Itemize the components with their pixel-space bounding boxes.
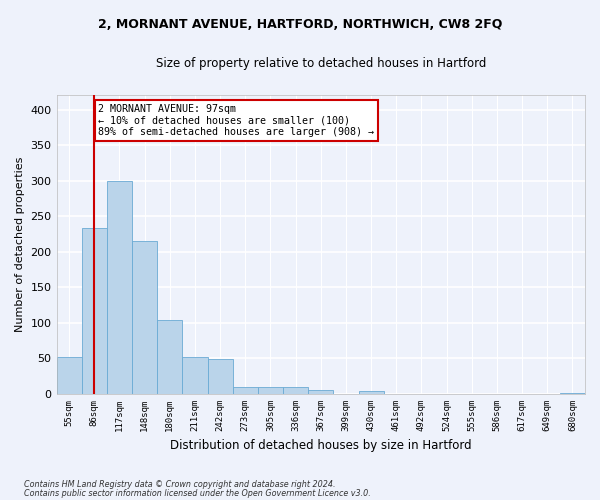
Bar [560, 392, 585, 394]
Text: 2 MORNANT AVENUE: 97sqm
← 10% of detached houses are smaller (100)
89% of semi-d: 2 MORNANT AVENUE: 97sqm ← 10% of detache… [98, 104, 374, 137]
X-axis label: Distribution of detached houses by size in Hartford: Distribution of detached houses by size … [170, 440, 472, 452]
Bar [258, 387, 283, 394]
Text: Contains HM Land Registry data © Crown copyright and database right 2024.: Contains HM Land Registry data © Crown c… [24, 480, 335, 489]
Bar [208, 359, 233, 394]
Bar [157, 320, 182, 394]
Bar [233, 387, 258, 394]
Text: 2, MORNANT AVENUE, HARTFORD, NORTHWICH, CW8 2FQ: 2, MORNANT AVENUE, HARTFORD, NORTHWICH, … [98, 18, 502, 30]
Y-axis label: Number of detached properties: Number of detached properties [15, 157, 25, 332]
Title: Size of property relative to detached houses in Hartford: Size of property relative to detached ho… [155, 58, 486, 70]
Bar [182, 357, 208, 394]
Bar [82, 228, 107, 394]
Bar [359, 391, 383, 394]
Bar [132, 241, 157, 394]
Bar [308, 390, 334, 394]
Bar [56, 357, 82, 394]
Text: Contains public sector information licensed under the Open Government Licence v3: Contains public sector information licen… [24, 488, 371, 498]
Bar [283, 387, 308, 394]
Bar [107, 182, 132, 394]
